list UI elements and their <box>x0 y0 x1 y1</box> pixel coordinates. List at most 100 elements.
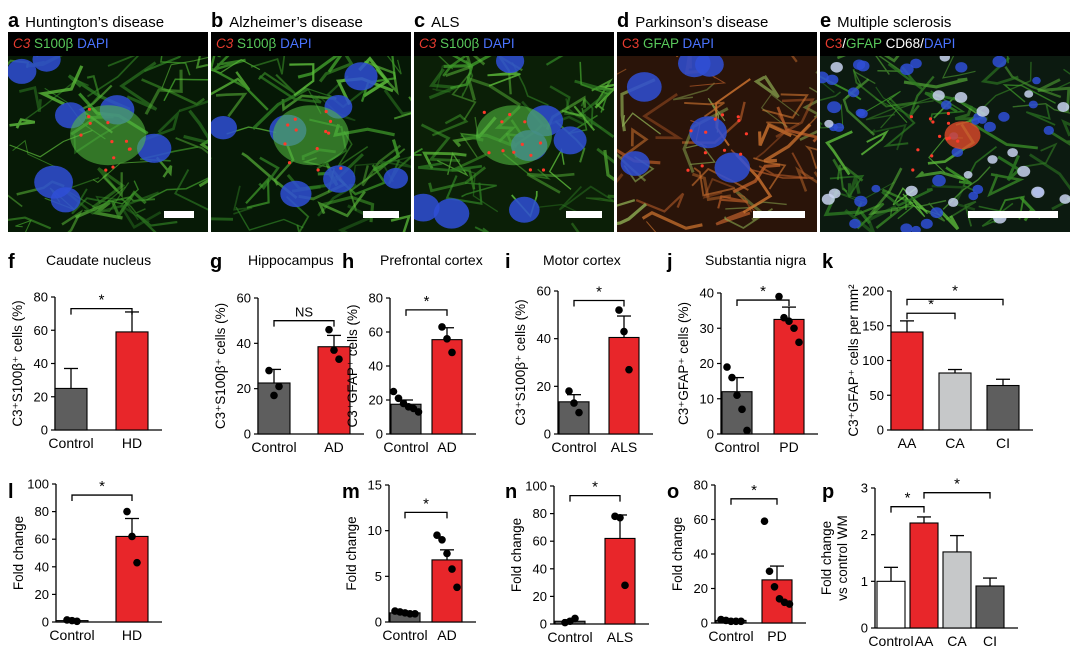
micrograph-image-b <box>211 56 411 232</box>
y-tick-label: 0 <box>42 615 49 630</box>
stain-label: / <box>842 36 847 51</box>
scale-bar-e <box>968 211 1058 218</box>
stain-label: GFAP <box>639 36 679 51</box>
data-point <box>330 346 338 354</box>
significance-bracket <box>404 511 448 519</box>
x-tick-label: Control <box>547 629 592 645</box>
y-axis-label: Fold change <box>670 517 685 591</box>
data-point <box>723 363 731 371</box>
significance-bracket <box>71 494 133 502</box>
micrograph-b: C3 S100β DAPI <box>211 32 411 232</box>
y-tick-label: 150 <box>862 318 884 333</box>
x-tick-label: Control <box>551 439 596 455</box>
significance-bracket <box>273 320 335 327</box>
data-point <box>73 617 81 626</box>
y-tick-label: 20 <box>34 389 48 404</box>
y-tick-label: 0 <box>244 427 251 442</box>
significance-label: * <box>423 495 429 512</box>
stain-legend-e: C3/GFAP CD68/DAPI <box>820 32 1070 56</box>
y-tick-label: 60 <box>537 284 551 299</box>
data-point <box>570 399 578 407</box>
y-tick-label: 60 <box>533 534 547 549</box>
x-tick-label: HD <box>122 627 142 643</box>
significance-bracket <box>890 506 925 513</box>
y-tick-label: 0 <box>540 617 547 632</box>
panel-letter: n <box>505 481 517 503</box>
y-tick-label: 40 <box>700 286 714 301</box>
y-tick-label: 200 <box>862 284 884 299</box>
panel-d-header: d Parkinson’s disease <box>617 10 769 32</box>
bar <box>115 331 149 431</box>
stain-label: DAPI <box>73 36 109 51</box>
data-point <box>275 382 283 391</box>
data-point <box>389 387 398 396</box>
stain-label: C3 <box>622 36 640 51</box>
y-tick-label: 30 <box>700 321 714 336</box>
micrograph-image-d <box>617 56 817 232</box>
panel-letter: l <box>8 481 14 503</box>
data-point <box>760 517 769 526</box>
panel-letter: h <box>342 251 354 273</box>
panel-letter: f <box>8 251 15 273</box>
data-point <box>615 306 623 314</box>
y-tick-label: 80 <box>533 506 547 521</box>
y-axis-label: Fold change <box>509 518 524 592</box>
data-point <box>575 408 583 417</box>
data-point <box>411 609 419 618</box>
data-point <box>394 394 403 403</box>
y-tick-label: 40 <box>237 336 251 351</box>
y-tick-label: 100 <box>27 477 49 492</box>
scale-bar-a <box>164 211 194 218</box>
significance-bracket <box>70 307 133 315</box>
y-axis-label: Fold change <box>819 521 834 595</box>
stain-legend-c: C3 S100β DAPI <box>414 32 614 56</box>
significance-bracket <box>906 312 956 320</box>
data-point <box>123 507 131 516</box>
y-axis-label: C3⁺S100β⁺ cells (%) <box>10 300 25 426</box>
data-point <box>438 536 446 544</box>
panel-letter: p <box>822 481 834 503</box>
data-point <box>616 513 624 522</box>
x-tick-label: CI <box>983 633 997 649</box>
panel-b-header: b Alzheimer’s disease <box>211 10 363 32</box>
y-tick-label: 20 <box>537 379 551 394</box>
bar <box>317 346 351 435</box>
y-tick-label: 20 <box>694 581 708 596</box>
panel-letter: g <box>210 251 222 273</box>
x-tick-label: AA <box>915 633 934 649</box>
stain-legend-a: C3 S100β DAPI <box>8 32 208 56</box>
scale-bar-d <box>753 211 805 218</box>
x-tick-label: CA <box>945 435 965 451</box>
stain-label: CD68 <box>881 36 921 51</box>
data-point <box>790 324 798 333</box>
y-tick-label: 80 <box>694 478 708 493</box>
chart-title: Motor cortex <box>543 252 621 268</box>
y-tick-label: 60 <box>369 325 383 340</box>
stain-label: C3 <box>419 36 437 51</box>
micrograph-texture <box>211 56 411 232</box>
y-axis-label: Fold change <box>344 516 359 590</box>
y-tick-label: 20 <box>369 393 383 408</box>
significance-bracket <box>730 498 778 505</box>
significance-bracket <box>736 299 790 307</box>
y-tick-label: 0 <box>707 427 714 442</box>
y-tick-label: 15 <box>368 478 382 493</box>
panel-letter: i <box>505 251 511 273</box>
stain-label: C3 <box>825 36 843 51</box>
x-tick-label: Control <box>383 439 428 455</box>
micrograph-texture <box>617 56 817 232</box>
panel-c-header: c ALS <box>414 10 460 32</box>
y-tick-label: 0 <box>376 427 383 442</box>
y-axis-label: C3⁺GFAP⁺ cells (%) <box>676 302 691 425</box>
y-tick-label: 0 <box>877 423 884 438</box>
stain-label: C3 <box>216 36 234 51</box>
significance-label: * <box>99 478 105 495</box>
y-tick-label: 60 <box>694 512 708 527</box>
data-point <box>565 387 573 395</box>
data-point <box>443 335 451 343</box>
micrograph-a: C3 S100β DAPI <box>8 32 208 232</box>
data-point <box>621 581 629 590</box>
y-tick-label: 40 <box>34 356 48 371</box>
panel-e-header: e Multiple sclerosis <box>820 10 952 32</box>
significance-bracket <box>923 492 991 499</box>
